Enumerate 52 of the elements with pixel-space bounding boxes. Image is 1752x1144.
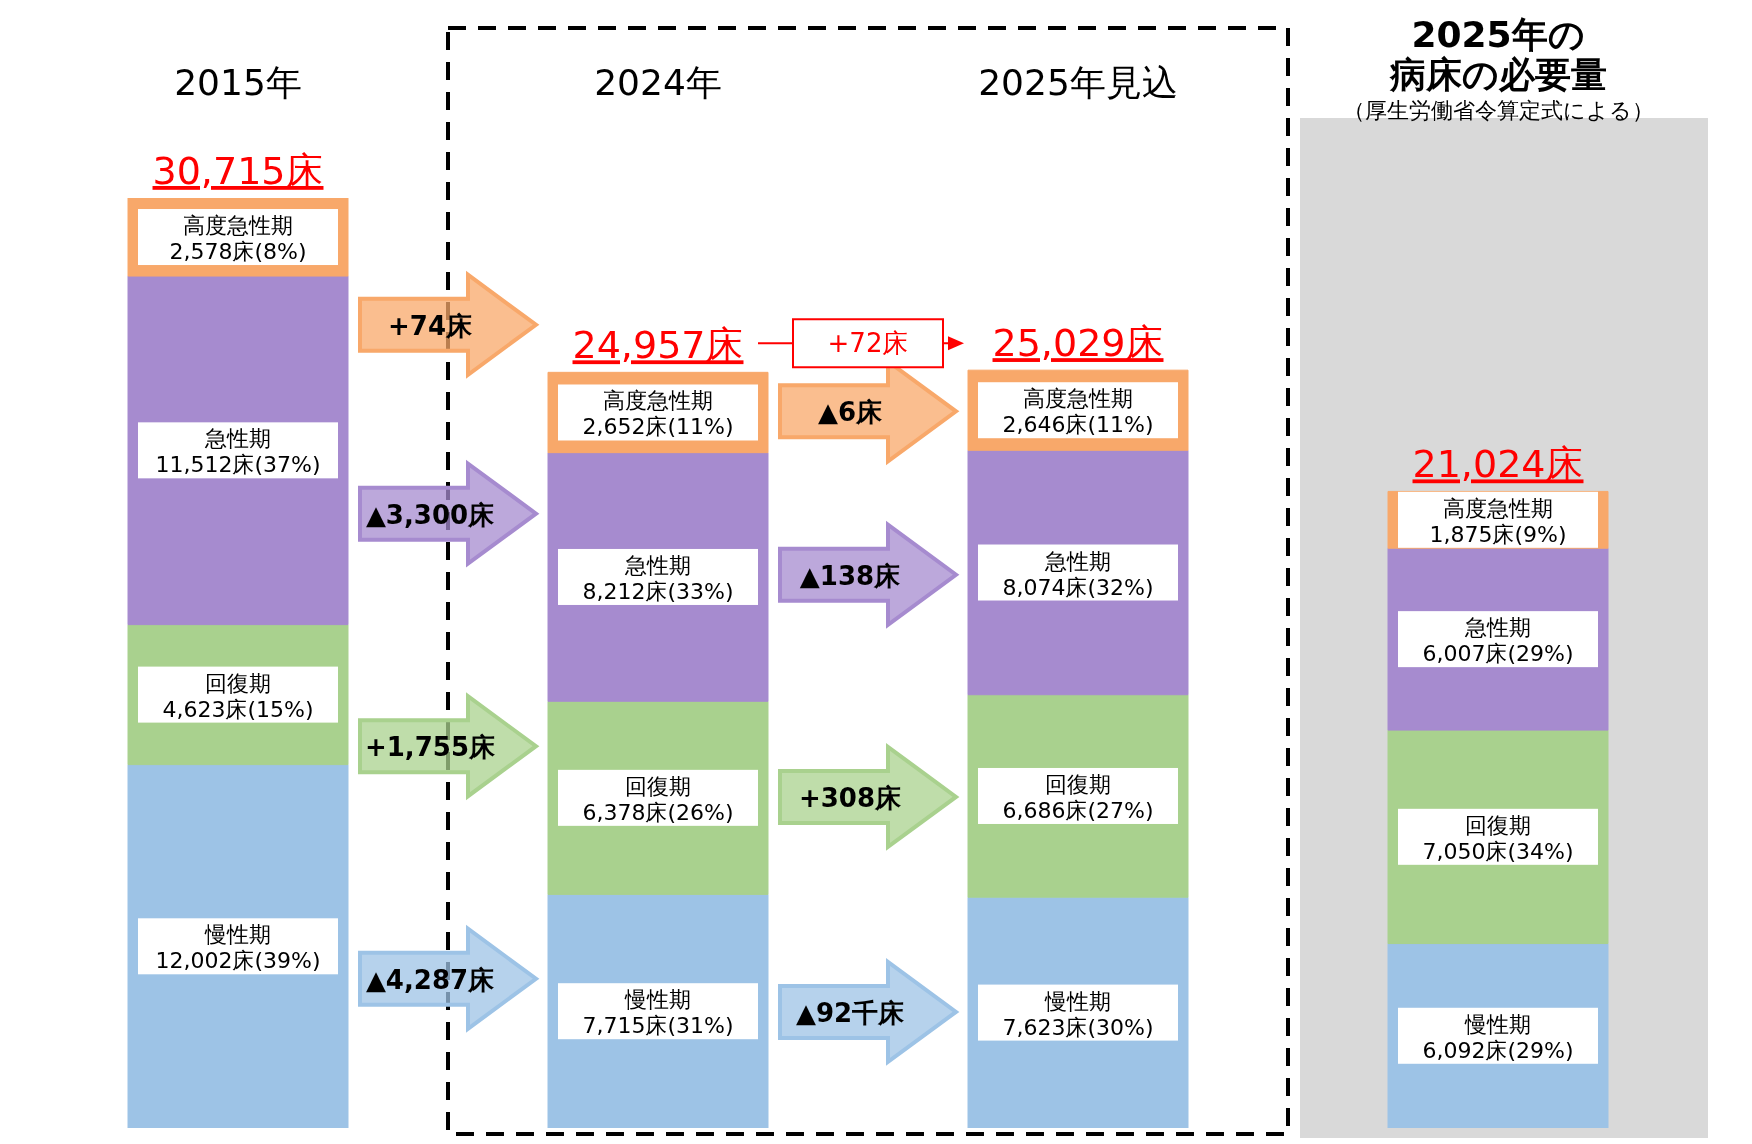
text: 回復期	[625, 773, 691, 799]
annotation: +308床	[798, 782, 903, 813]
total-label: 24,957床	[572, 323, 744, 368]
series-label: 急性期	[1464, 615, 1531, 641]
data-label: 11,512床(37%)	[155, 452, 321, 478]
annotation: ▲138床	[799, 560, 902, 591]
data-label: 4,623床(15%)	[162, 696, 314, 722]
annotation: +72床	[827, 328, 909, 359]
data-label: 6,686床(27%)	[1002, 797, 1154, 823]
annotation: +74床	[388, 310, 473, 341]
text: 高度急性期	[1023, 386, 1133, 412]
annotation: ▲6床	[817, 397, 884, 428]
data-label: 8,074床(32%)	[1002, 574, 1154, 600]
text: 急性期	[205, 426, 271, 452]
data-label: 7,050床(34%)	[1422, 838, 1574, 864]
data-label: 8,212床(33%)	[582, 578, 734, 604]
series-label: 回復期	[205, 670, 271, 696]
total-label: 25,029床	[992, 321, 1164, 366]
text: 慢性期	[1045, 988, 1111, 1014]
text: 慢性期	[625, 987, 691, 1013]
annotation: +1,755床	[364, 732, 497, 763]
data-label: 2,652床(11%)	[582, 414, 734, 440]
data-label: 7,623床(30%)	[1002, 1014, 1154, 1040]
series-label: 高度急性期	[1443, 495, 1553, 521]
data-label: 6,378床(26%)	[582, 799, 734, 825]
text: 急性期	[1045, 548, 1111, 574]
data-label: 7,715床(31%)	[582, 1013, 734, 1039]
annotation: ▲3,300床	[365, 499, 496, 530]
x-tick-label: 2025年の病床の必要量	[1388, 14, 1607, 95]
data-label: 6,007床(29%)	[1422, 641, 1574, 667]
data-label: 2,646床(11%)	[1002, 412, 1154, 438]
x-tick-label: 2024年	[594, 62, 722, 103]
text: 高度急性期	[603, 388, 713, 414]
text: 回復期	[1045, 771, 1111, 797]
total-label: 21,024床	[1412, 442, 1584, 487]
data-label: 12,002床(39%)	[155, 948, 321, 974]
annotation: ▲92千床	[795, 997, 906, 1028]
text: 回復期	[1465, 812, 1531, 838]
text: 高度急性期	[183, 213, 293, 239]
data-label: 6,092床(29%)	[1422, 1037, 1574, 1063]
data-label: 1,875床(9%)	[1429, 521, 1567, 547]
annotation: ▲4,287床	[365, 964, 496, 995]
text: （厚生労働省令算定式による）	[1342, 98, 1654, 123]
x-tick-label: 2025年見込	[978, 62, 1178, 103]
bar	[127, 764, 349, 1128]
text: 慢性期	[205, 922, 271, 948]
data-label: 2,578床(8%)	[169, 239, 307, 265]
text: 急性期	[625, 552, 691, 578]
x-tick-label: 2015年	[174, 62, 302, 103]
total-label: 30,715床	[152, 149, 324, 193]
bar	[127, 275, 349, 626]
series-label: 慢性期	[1464, 1011, 1531, 1037]
